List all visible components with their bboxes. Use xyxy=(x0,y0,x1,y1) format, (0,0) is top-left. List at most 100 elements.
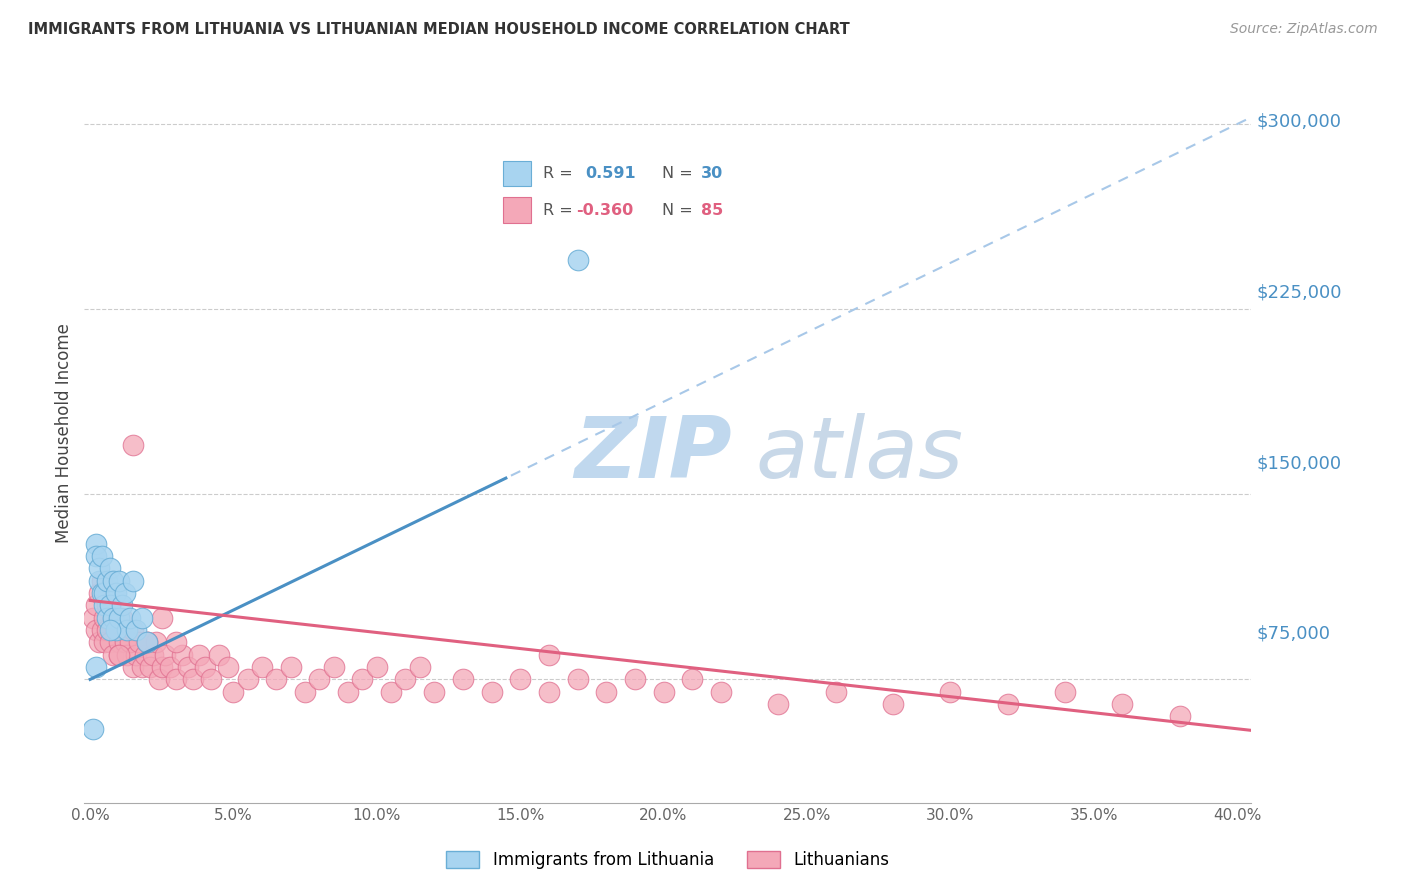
Point xyxy=(122,660,145,674)
Point xyxy=(111,610,134,624)
Point xyxy=(84,536,107,550)
Point xyxy=(98,635,121,649)
Text: IMMIGRANTS FROM LITHUANIA VS LITHUANIAN MEDIAN HOUSEHOLD INCOME CORRELATION CHAR: IMMIGRANTS FROM LITHUANIA VS LITHUANIAN … xyxy=(28,22,849,37)
Point xyxy=(624,673,647,687)
Point xyxy=(681,673,703,687)
Point xyxy=(165,673,187,687)
Text: 0.591: 0.591 xyxy=(585,166,636,181)
Point xyxy=(1111,697,1133,711)
Text: -0.360: -0.360 xyxy=(576,202,634,218)
Point xyxy=(222,685,245,699)
Point xyxy=(337,685,360,699)
Point xyxy=(114,586,136,600)
Point xyxy=(122,623,145,637)
Legend: Immigrants from Lithuania, Lithuanians: Immigrants from Lithuania, Lithuanians xyxy=(439,845,897,876)
Point xyxy=(537,685,560,699)
Point xyxy=(125,623,148,637)
Point xyxy=(294,685,316,699)
Text: N =: N = xyxy=(661,202,692,218)
Point xyxy=(101,610,124,624)
Point xyxy=(208,648,231,662)
Point xyxy=(200,673,222,687)
Point xyxy=(98,599,121,613)
Point xyxy=(150,610,173,624)
Text: ZIP: ZIP xyxy=(575,413,733,496)
Point xyxy=(352,673,374,687)
Point xyxy=(93,586,115,600)
Point xyxy=(82,610,104,624)
Point xyxy=(308,673,330,687)
Point xyxy=(451,673,474,687)
Point xyxy=(131,660,153,674)
Point xyxy=(824,685,846,699)
Text: atlas: atlas xyxy=(755,413,963,496)
Point xyxy=(217,660,239,674)
Point xyxy=(101,574,124,588)
Point xyxy=(87,574,110,588)
Point xyxy=(107,610,129,624)
Point xyxy=(131,610,153,624)
Point xyxy=(84,660,107,674)
Point xyxy=(84,623,107,637)
Point xyxy=(1053,685,1076,699)
Point xyxy=(84,549,107,563)
Point xyxy=(882,697,904,711)
Point xyxy=(128,635,150,649)
Point xyxy=(652,685,675,699)
Point xyxy=(107,635,129,649)
Point xyxy=(87,561,110,575)
Y-axis label: Median Household Income: Median Household Income xyxy=(55,323,73,542)
Point xyxy=(567,252,589,267)
Point xyxy=(423,685,446,699)
Point xyxy=(148,673,170,687)
Point xyxy=(165,635,187,649)
Point xyxy=(159,660,181,674)
Point xyxy=(98,561,121,575)
Point xyxy=(170,648,193,662)
Point xyxy=(136,635,159,649)
Point xyxy=(322,660,344,674)
Point xyxy=(96,623,118,637)
Point xyxy=(136,635,159,649)
Point xyxy=(96,610,118,624)
Point xyxy=(136,635,159,649)
Point xyxy=(768,697,790,711)
Point xyxy=(125,648,148,662)
Point xyxy=(87,635,110,649)
Point xyxy=(122,438,145,452)
Point xyxy=(194,660,217,674)
Point xyxy=(120,635,142,649)
Point xyxy=(82,722,104,736)
Text: R =: R = xyxy=(543,202,572,218)
Point xyxy=(409,660,432,674)
Text: N =: N = xyxy=(661,166,692,181)
Point xyxy=(104,623,127,637)
Point xyxy=(142,648,165,662)
Point xyxy=(96,574,118,588)
Point xyxy=(117,623,139,637)
Point xyxy=(93,599,115,613)
Point xyxy=(101,648,124,662)
Point xyxy=(280,660,302,674)
Bar xyxy=(503,197,531,223)
Point xyxy=(939,685,962,699)
Point xyxy=(96,599,118,613)
Point xyxy=(90,574,112,588)
Point xyxy=(250,660,273,674)
Point xyxy=(114,635,136,649)
Point xyxy=(145,635,167,649)
Point xyxy=(93,610,115,624)
Text: Source: ZipAtlas.com: Source: ZipAtlas.com xyxy=(1230,22,1378,37)
Point xyxy=(236,673,259,687)
Point xyxy=(710,685,733,699)
Point xyxy=(181,673,204,687)
Point xyxy=(93,635,115,649)
Text: 30: 30 xyxy=(702,166,724,181)
Point xyxy=(188,648,211,662)
Point xyxy=(98,623,121,637)
Point xyxy=(107,574,129,588)
Point xyxy=(394,673,416,687)
Point xyxy=(107,648,129,662)
Text: R =: R = xyxy=(543,166,572,181)
Point xyxy=(134,648,156,662)
